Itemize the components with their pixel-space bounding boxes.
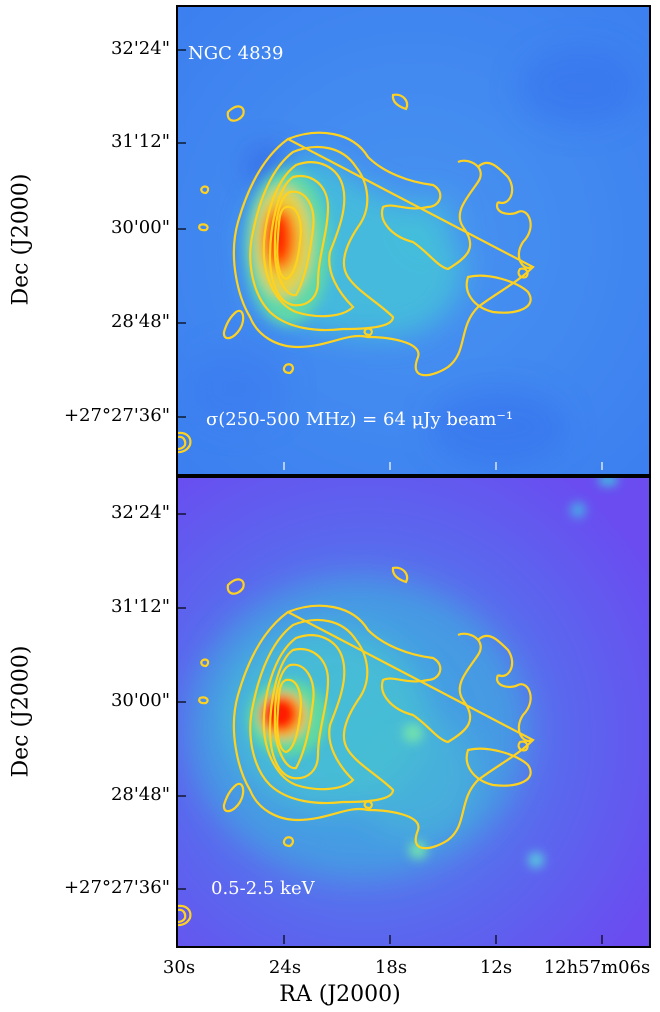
object-label: NGC 4839 — [188, 43, 284, 64]
ytick-bottom-3: 30'00" — [110, 690, 170, 711]
xtick-3: 18s — [374, 957, 408, 978]
ytick-top-4: 28'48" — [110, 311, 170, 332]
ytick-bottom-5: +27°27'36" — [63, 877, 170, 898]
xray-map — [178, 478, 649, 946]
ytick-top-5: +27°27'36" — [63, 405, 170, 426]
xray-contours — [178, 566, 535, 927]
ytick-bottom-2: 31'12" — [110, 596, 170, 617]
ylabel-bottom: Dec (J2000) — [8, 645, 34, 778]
ytick-bottom-4: 28'48" — [110, 784, 170, 805]
xtick-4: 12s — [479, 957, 513, 978]
radio-image-panel: NGC 4839 σ(250-500 MHz) = 64 μJy beam⁻¹ — [176, 5, 651, 476]
ytick-top-1: 32'24" — [110, 38, 170, 59]
ytick-bottom-1: 32'24" — [110, 502, 170, 523]
ytick-top-2: 31'12" — [110, 131, 170, 152]
radio-contours — [178, 93, 535, 454]
xlabel: RA (J2000) — [279, 982, 401, 1007]
xtick-5: 12h57m06s — [543, 957, 651, 978]
band-label: 0.5-2.5 keV — [211, 878, 315, 899]
xray-image-panel: 0.5-2.5 keV — [176, 476, 651, 948]
xtick-2: 24s — [268, 957, 302, 978]
ylabel-top: Dec (J2000) — [8, 173, 34, 306]
radio-map — [178, 7, 649, 474]
noise-label: σ(250-500 MHz) = 64 μJy beam⁻¹ — [206, 409, 514, 430]
ytick-top-3: 30'00" — [110, 217, 170, 238]
xtick-1: 30s — [162, 957, 196, 978]
